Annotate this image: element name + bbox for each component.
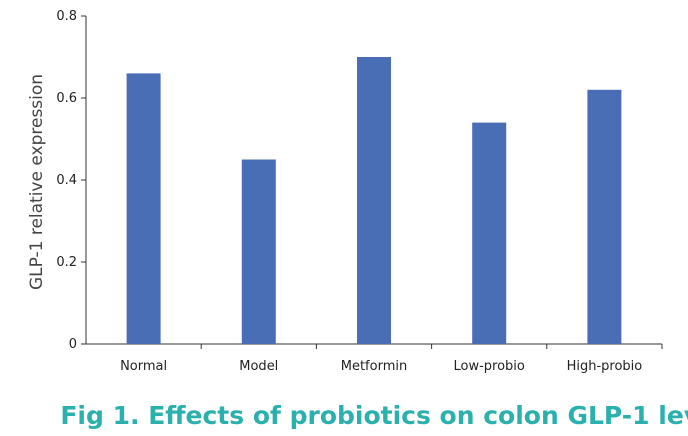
category-label: Low-probio <box>454 359 525 374</box>
bar-normal <box>126 73 161 345</box>
bar-model <box>241 159 276 344</box>
bars <box>126 57 622 345</box>
y-tick-label: 0.2 <box>56 255 77 270</box>
bar-low-probio <box>472 122 507 344</box>
category-label: Normal <box>120 359 167 374</box>
bar-metformin <box>357 57 391 344</box>
bar-high-probio <box>587 89 622 344</box>
y-tick-label: 0.4 <box>56 173 77 188</box>
y-axis: 0 0.2 0.4 0.6 0.8 <box>56 9 87 352</box>
x-axis <box>86 343 663 349</box>
y-tick-label: 0.6 <box>56 91 77 106</box>
category-label: Model <box>239 359 278 374</box>
y-tick-label: 0.8 <box>56 9 77 24</box>
y-axis-label: GLP-1 relative expression <box>27 74 47 290</box>
category-label: High-probio <box>567 359 643 374</box>
chart-title: Fig 1. Effects of probiotics on colon GL… <box>60 401 688 430</box>
y-tick-label: 0 <box>69 337 77 352</box>
category-label: Metformin <box>341 359 407 374</box>
category-labels: Normal Model Metformin Low-probio High-probi… <box>120 359 642 374</box>
